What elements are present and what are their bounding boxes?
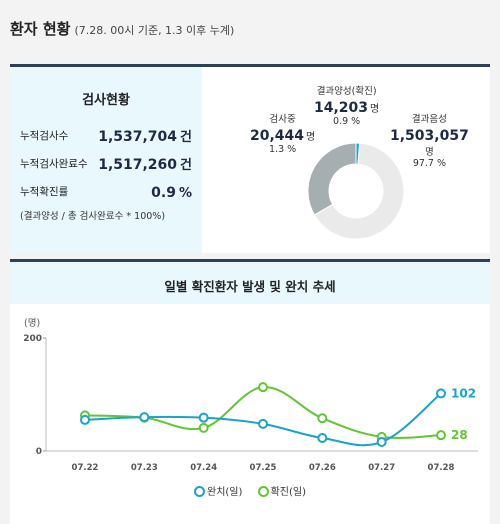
donut-count-unit: 명 — [370, 104, 380, 115]
data-point-recovered — [436, 388, 446, 399]
chart-legend: 완치(일) 확진(일) — [10, 483, 490, 498]
legend-marker-confirmed — [257, 486, 269, 497]
series-line-confirmed — [84, 386, 442, 439]
donut-label-pct: 97.7 % — [412, 158, 447, 169]
y-tick-label: 0 — [36, 447, 42, 457]
x-tick-label: 07.25 — [250, 463, 277, 473]
data-point-recovered — [376, 436, 387, 447]
stat-label: 누적검사완료수 — [20, 158, 88, 170]
x-tick-label: 07.27 — [368, 463, 395, 473]
data-point-confirmed — [198, 422, 209, 433]
data-point-recovered — [198, 412, 209, 423]
stat-value: 1,517,260 건 — [98, 154, 192, 173]
positive-rate-formula: (결과양성 / 총 검사완료수 * 100%) — [20, 211, 166, 222]
x-tick-label: 07.24 — [190, 463, 217, 473]
stat-unit: 건 — [180, 158, 192, 173]
stat-unit: % — [178, 186, 192, 201]
x-tick-label: 07.22 — [72, 463, 99, 473]
stat-number: 0.9 — [151, 185, 176, 201]
donut-label-name: 결과양성(확진) — [316, 86, 377, 97]
chart-title-bar: 일별 확진환자 발생 및 완치 추세 — [10, 262, 490, 304]
donut-label-pct: 1.3 % — [269, 144, 297, 155]
x-tick-label: 07.28 — [428, 463, 455, 473]
end-value-label-recovered: 102 — [451, 386, 476, 400]
y-axis-unit-label: (명) — [24, 318, 40, 329]
data-point-confirmed — [436, 430, 446, 441]
stat-number: 1,537,704 — [98, 129, 178, 145]
chart-title: 일별 확진환자 발생 및 완치 추세 — [164, 279, 336, 294]
stat-label: 누적확진률 — [20, 186, 69, 198]
stat-row-completed-tests: 누적검사완료수 1,517,260 건 — [20, 151, 192, 173]
donut-label-count: 14,203 명 — [314, 100, 379, 116]
test-status-panel: 검사현황 누적검사수 1,537,704 건 누적검사완료수 1,517,260 건… — [10, 64, 490, 253]
data-point-recovered — [317, 433, 328, 444]
page-subtitle: (7.28. 00시 기준, 1.3 이후 누계) — [74, 24, 235, 37]
data-point-recovered — [258, 418, 268, 429]
donut-label-pct: 0.9 % — [333, 116, 361, 127]
legend-item-recovered[interactable]: 완치(일) — [194, 483, 242, 498]
data-point-recovered — [80, 414, 90, 425]
donut-label-positive: 결과양성(확진) 14,203 명 0.9 % — [314, 83, 379, 127]
test-result-donut-area: 검사중 20,444 명 1.3 % 결과양성(확진) 14,203 명 0.9 %… — [202, 67, 490, 253]
test-stats-box: 검사현황 누적검사수 1,537,704 건 누적검사완료수 1,517,260 건… — [10, 67, 202, 253]
stat-label: 누적검사수 — [20, 130, 69, 142]
donut-slice-negative — [313, 142, 405, 240]
stat-row-total-tests: 누적검사수 1,537,704 건 — [20, 123, 192, 145]
donut-label-count: 20,444 명 — [250, 128, 315, 144]
stat-row-positive-rate: 누적확진률 0.9% — [20, 179, 192, 201]
donut-count-value: 14,203 — [314, 100, 369, 116]
donut-label-name: 검사중 — [269, 114, 296, 125]
donut-label-in-progress: 검사중 20,444 명 1.3 % — [250, 111, 315, 155]
stat-unit: 건 — [180, 130, 192, 145]
data-point-recovered — [139, 412, 150, 423]
donut-count-value: 20,444 — [250, 128, 305, 144]
legend-marker-recovered — [194, 486, 205, 497]
stat-number: 1,517,260 — [98, 157, 178, 173]
donut-count-unit: 명 — [306, 132, 316, 143]
donut-slice-in-progress — [307, 142, 357, 216]
legend-label: 확진(일) — [270, 487, 306, 498]
page-title: 환자 현황 (7.28. 00시 기준, 1.3 이후 누계) — [10, 18, 234, 39]
x-tick-label: 07.26 — [309, 463, 336, 473]
stat-value: 1,537,704 건 — [98, 126, 192, 145]
page-title-text: 환자 현황 — [10, 20, 71, 38]
end-value-label-confirmed: 28 — [451, 428, 468, 442]
x-tick-label: 07.23 — [131, 463, 158, 473]
stat-value: 0.9% — [151, 185, 192, 201]
daily-trend-line-chart: (명) 200 0 07.22 07.23 07.24 07.25 07.26 07.27 07.… — [23, 318, 478, 473]
donut-label-name: 결과음성 — [411, 114, 447, 125]
donut-chart — [307, 142, 405, 240]
test-stats-title: 검사현황 — [82, 93, 130, 108]
donut-count-unit: 명 — [425, 147, 434, 158]
legend-label: 완치(일) — [207, 487, 243, 498]
y-tick-label: 200 — [23, 334, 42, 344]
daily-trend-panel: 일별 확진환자 발생 및 완치 추세 (명) 200 0 07.22 07.23 07.2… — [10, 259, 490, 524]
donut-label-negative: 결과음성 1,503,057 명 97.7 % — [390, 111, 469, 169]
data-point-confirmed — [317, 413, 328, 424]
data-point-confirmed — [258, 382, 268, 393]
donut-count-value: 1,503,057 — [390, 128, 469, 144]
legend-item-confirmed[interactable]: 확진(일) — [257, 483, 306, 498]
